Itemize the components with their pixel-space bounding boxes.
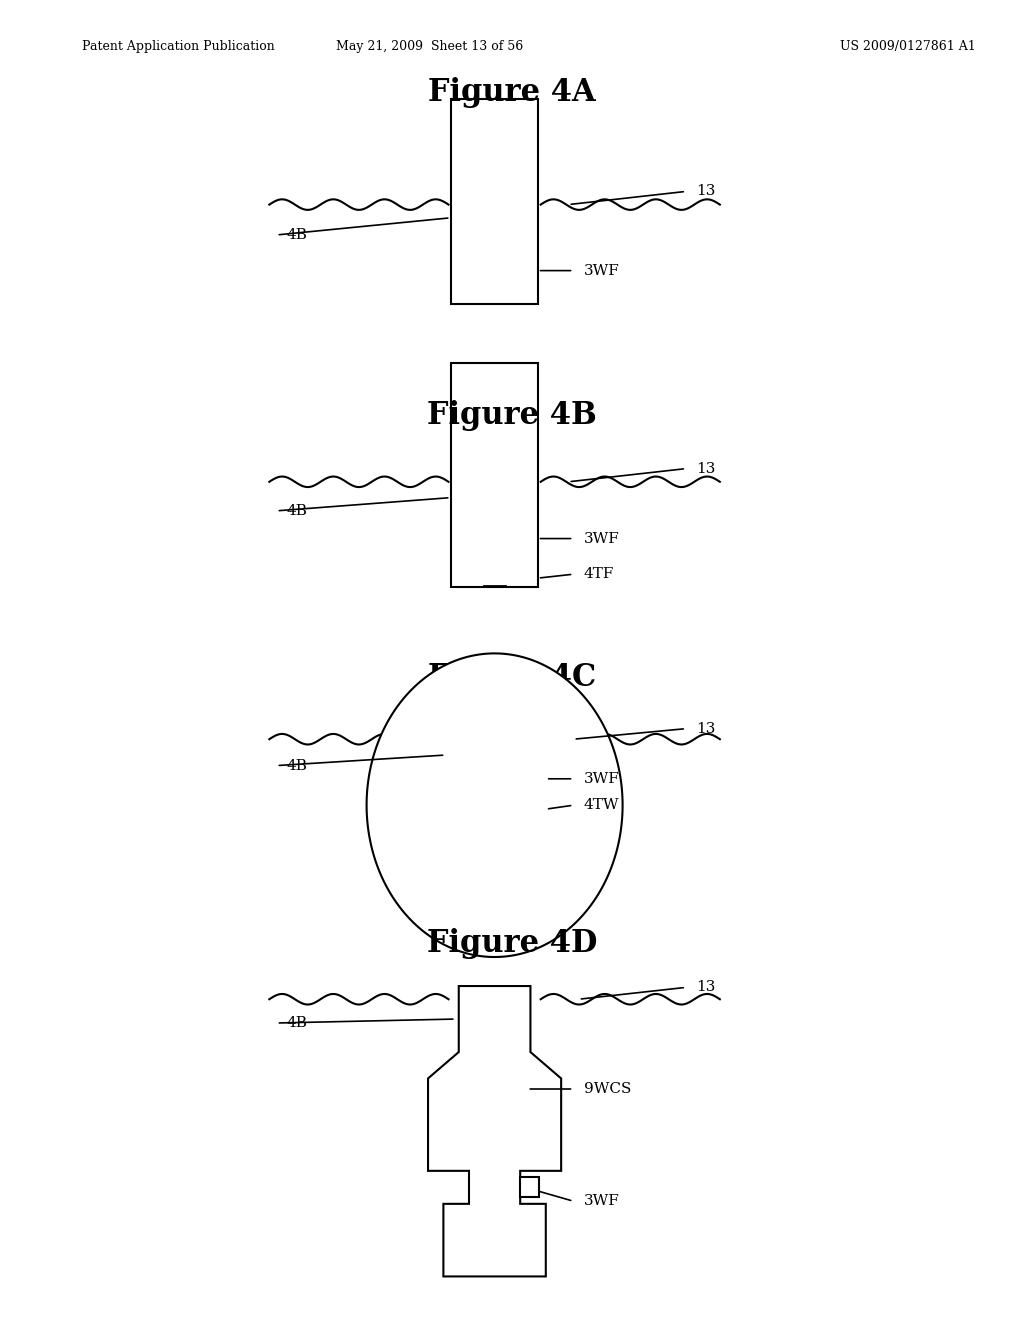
- Bar: [451, 363, 538, 587]
- Bar: [451, 99, 538, 304]
- Text: 4B: 4B: [287, 504, 307, 517]
- Text: 4B: 4B: [287, 228, 307, 242]
- Text: May 21, 2009  Sheet 13 of 56: May 21, 2009 Sheet 13 of 56: [337, 40, 523, 53]
- Text: 4TW: 4TW: [584, 799, 620, 812]
- Text: Figure 4A: Figure 4A: [428, 77, 596, 108]
- Text: 3WF: 3WF: [584, 532, 620, 545]
- Bar: [520, 1177, 539, 1197]
- Text: 3WF: 3WF: [584, 1195, 620, 1208]
- Text: 4TF: 4TF: [584, 568, 614, 581]
- Text: Figure 4C: Figure 4C: [428, 661, 596, 693]
- Text: 13: 13: [696, 981, 716, 994]
- Text: 3WF: 3WF: [584, 772, 620, 785]
- Polygon shape: [428, 986, 561, 1276]
- Text: 3WF: 3WF: [584, 264, 620, 277]
- Text: Patent Application Publication: Patent Application Publication: [82, 40, 274, 53]
- Polygon shape: [367, 653, 623, 957]
- Text: 13: 13: [696, 462, 716, 475]
- Text: 4B: 4B: [287, 1016, 307, 1030]
- Text: Figure 4D: Figure 4D: [427, 928, 597, 960]
- Text: US 2009/0127861 A1: US 2009/0127861 A1: [840, 40, 976, 53]
- Text: 13: 13: [696, 722, 716, 735]
- Text: 13: 13: [696, 185, 716, 198]
- Text: Figure 4B: Figure 4B: [427, 400, 597, 432]
- Text: 9WCS: 9WCS: [584, 1082, 631, 1096]
- Text: 4B: 4B: [287, 759, 307, 772]
